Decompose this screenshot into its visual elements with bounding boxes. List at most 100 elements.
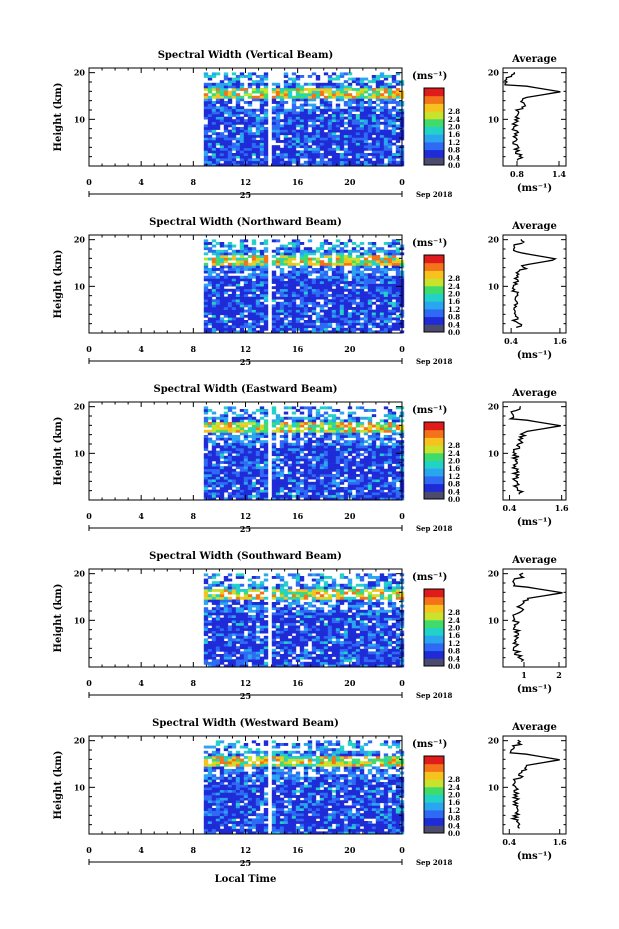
heatmap-cell bbox=[339, 327, 345, 331]
heatmap-cell bbox=[359, 281, 365, 284]
heatmap-cell bbox=[275, 283, 281, 287]
heatmap-cell bbox=[371, 659, 377, 663]
heatmap-cell bbox=[275, 664, 281, 668]
heatmap-cell bbox=[347, 479, 353, 483]
heatmap-cell bbox=[391, 437, 397, 441]
heatmap-cell bbox=[243, 286, 249, 290]
heatmap-cell bbox=[239, 651, 245, 655]
heatmap-cell bbox=[395, 265, 401, 269]
heatmap-cell bbox=[279, 294, 285, 297]
heatmap-cell bbox=[375, 268, 381, 271]
heatmap-cell bbox=[239, 659, 245, 663]
heatmap-cell bbox=[351, 265, 357, 269]
heatmap-cell bbox=[239, 270, 245, 274]
heatmap-cell bbox=[275, 327, 281, 331]
heatmap-cell bbox=[359, 147, 365, 151]
heatmap-cell bbox=[387, 651, 393, 655]
heatmap-cell bbox=[387, 95, 393, 99]
heatmap-cell bbox=[203, 134, 209, 138]
heatmap-cell bbox=[371, 119, 377, 123]
heatmap-cell bbox=[243, 288, 249, 292]
heatmap-cell bbox=[363, 160, 369, 164]
heatmap-cell bbox=[383, 312, 389, 316]
heatmap-cell bbox=[331, 651, 337, 655]
heatmap-cell bbox=[235, 445, 241, 449]
heatmap-cell bbox=[255, 140, 261, 143]
heatmap-cell bbox=[347, 325, 353, 329]
heatmap-cell bbox=[283, 291, 289, 295]
heatmap-cell bbox=[247, 481, 253, 485]
heatmap-cell bbox=[351, 656, 357, 660]
heatmap-cell bbox=[255, 468, 261, 472]
colorbar-tick-label: 2.8 bbox=[448, 107, 460, 116]
heatmap-cell bbox=[307, 108, 313, 112]
heatmap-cell bbox=[363, 294, 369, 297]
heatmap-cell bbox=[283, 314, 289, 318]
heatmap-cell bbox=[211, 281, 217, 284]
heatmap-cell bbox=[255, 95, 261, 99]
heatmap-cell bbox=[323, 127, 329, 130]
heatmap-cell bbox=[355, 437, 361, 441]
heatmap-cell bbox=[359, 437, 365, 441]
colorbar-swatch bbox=[424, 293, 444, 302]
heatmap-cell bbox=[323, 124, 329, 128]
heatmap-cell bbox=[363, 416, 369, 420]
heatmap-cell bbox=[207, 281, 213, 284]
heatmap-cell bbox=[247, 158, 253, 162]
heatmap-cell bbox=[335, 453, 341, 457]
heatmap-cell bbox=[235, 275, 241, 279]
heatmap-cell bbox=[387, 494, 393, 498]
heatmap-cell bbox=[383, 659, 389, 663]
heatmap-cell bbox=[235, 312, 241, 316]
heatmap-cell bbox=[391, 411, 397, 415]
heatmap-cell bbox=[239, 121, 245, 125]
heatmap-cell bbox=[283, 283, 289, 287]
heatmap-cell bbox=[375, 468, 381, 472]
heatmap-cell bbox=[235, 442, 241, 446]
heatmap-cell bbox=[375, 309, 381, 313]
heatmap-cell bbox=[351, 432, 357, 436]
heatmap-cell bbox=[303, 416, 309, 420]
heatmap-cell bbox=[243, 150, 249, 154]
heatmap-cell bbox=[379, 320, 385, 323]
heatmap-cell bbox=[239, 497, 245, 501]
heatmap-cell bbox=[295, 450, 301, 454]
heatmap-cell bbox=[263, 414, 269, 418]
heatmap-cell bbox=[271, 481, 277, 485]
heatmap-cell bbox=[239, 453, 245, 457]
colorbar-swatch bbox=[424, 103, 444, 112]
colorbar: (ms⁻¹)0.00.40.81.21.62.02.42.8 bbox=[412, 71, 460, 170]
heatmap-cell bbox=[375, 286, 381, 290]
heatmap-cell bbox=[359, 270, 365, 274]
heatmap-cell bbox=[351, 288, 357, 292]
heatmap-cell bbox=[271, 474, 277, 477]
average-title: Average bbox=[511, 54, 557, 65]
heatmap-cell bbox=[319, 93, 325, 97]
heatmap-cell bbox=[347, 474, 353, 477]
heatmap-cell bbox=[355, 129, 361, 133]
average-y-tick-label: 20 bbox=[488, 235, 500, 245]
heatmap bbox=[203, 239, 405, 334]
heatmap-cell bbox=[271, 437, 277, 441]
heatmap-cell bbox=[387, 435, 393, 438]
heatmap-cell bbox=[335, 93, 341, 97]
heatmap-cell bbox=[307, 654, 313, 657]
heatmap-cell bbox=[219, 270, 225, 274]
heatmap-cell bbox=[263, 440, 269, 444]
heatmap-cell bbox=[295, 129, 301, 133]
heatmap-cell bbox=[359, 114, 365, 117]
heatmap-cell bbox=[391, 422, 397, 425]
heatmap-cell bbox=[239, 72, 245, 76]
heatmap-cell bbox=[219, 103, 225, 107]
heatmap-cell bbox=[207, 98, 213, 102]
heatmap-cell bbox=[259, 137, 265, 141]
heatmap-cell bbox=[371, 437, 377, 441]
heatmap-cell bbox=[231, 416, 237, 420]
heatmap-cell bbox=[319, 85, 325, 89]
heatmap-cell bbox=[247, 108, 253, 112]
heatmap-cell bbox=[355, 466, 361, 470]
heatmap-cell bbox=[255, 75, 261, 78]
heatmap-cell bbox=[207, 242, 213, 245]
heatmap-cell bbox=[319, 158, 325, 162]
heatmap-cell bbox=[215, 121, 221, 125]
